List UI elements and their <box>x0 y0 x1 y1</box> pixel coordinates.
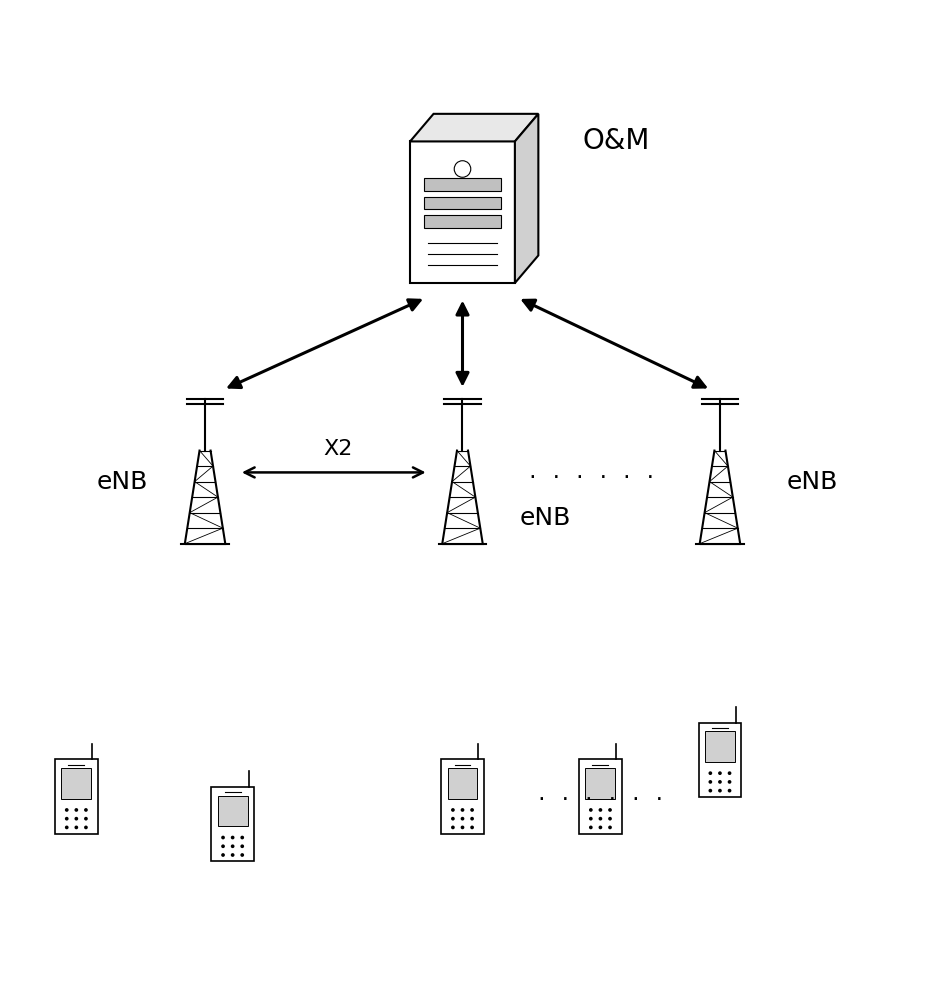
Circle shape <box>470 817 474 821</box>
Circle shape <box>84 826 88 829</box>
Circle shape <box>75 826 79 829</box>
Circle shape <box>589 808 593 812</box>
Circle shape <box>230 853 235 857</box>
Circle shape <box>75 817 79 821</box>
Polygon shape <box>424 178 501 191</box>
Circle shape <box>728 780 732 784</box>
Circle shape <box>598 826 602 829</box>
Circle shape <box>461 817 464 821</box>
Circle shape <box>84 808 88 812</box>
Circle shape <box>461 826 464 829</box>
Circle shape <box>718 771 722 775</box>
Circle shape <box>230 844 235 848</box>
Circle shape <box>221 836 225 839</box>
Circle shape <box>240 844 244 848</box>
Circle shape <box>709 780 712 784</box>
Circle shape <box>65 826 68 829</box>
Polygon shape <box>698 723 741 797</box>
Circle shape <box>451 826 455 829</box>
Circle shape <box>470 826 474 829</box>
Polygon shape <box>705 731 734 762</box>
Circle shape <box>589 826 593 829</box>
Polygon shape <box>211 787 254 861</box>
Text: eNB: eNB <box>96 470 148 494</box>
Polygon shape <box>441 759 484 834</box>
Circle shape <box>240 853 244 857</box>
Circle shape <box>470 808 474 812</box>
FancyArrowPatch shape <box>457 304 468 383</box>
Circle shape <box>461 808 464 812</box>
Polygon shape <box>515 114 538 283</box>
Polygon shape <box>410 141 515 283</box>
Polygon shape <box>217 796 248 826</box>
Circle shape <box>709 789 712 793</box>
Circle shape <box>65 817 68 821</box>
Circle shape <box>230 836 235 839</box>
Circle shape <box>65 808 68 812</box>
Polygon shape <box>448 768 477 799</box>
Polygon shape <box>424 197 501 209</box>
Circle shape <box>608 817 611 821</box>
Text: eNB: eNB <box>520 506 571 530</box>
Text: X2: X2 <box>324 439 353 459</box>
Circle shape <box>75 808 79 812</box>
Circle shape <box>728 789 732 793</box>
Polygon shape <box>55 759 98 834</box>
Circle shape <box>608 826 611 829</box>
Polygon shape <box>410 114 538 141</box>
Circle shape <box>240 836 244 839</box>
Circle shape <box>454 161 471 177</box>
Circle shape <box>718 789 722 793</box>
Polygon shape <box>424 215 501 228</box>
Polygon shape <box>586 768 615 799</box>
Circle shape <box>589 817 593 821</box>
Text: . . . . . .: . . . . . . <box>536 785 665 804</box>
Polygon shape <box>579 759 622 834</box>
Circle shape <box>709 771 712 775</box>
Circle shape <box>221 853 225 857</box>
FancyArrowPatch shape <box>229 300 420 388</box>
Circle shape <box>221 844 225 848</box>
Circle shape <box>451 808 455 812</box>
Text: . . . . . .: . . . . . . <box>526 463 656 482</box>
Text: O&M: O&M <box>582 127 649 155</box>
Circle shape <box>598 817 602 821</box>
Circle shape <box>728 771 732 775</box>
Circle shape <box>451 817 455 821</box>
Polygon shape <box>61 768 92 799</box>
Circle shape <box>608 808 611 812</box>
Text: eNB: eNB <box>786 470 837 494</box>
Circle shape <box>598 808 602 812</box>
FancyArrowPatch shape <box>524 300 705 387</box>
Circle shape <box>84 817 88 821</box>
Circle shape <box>718 780 722 784</box>
